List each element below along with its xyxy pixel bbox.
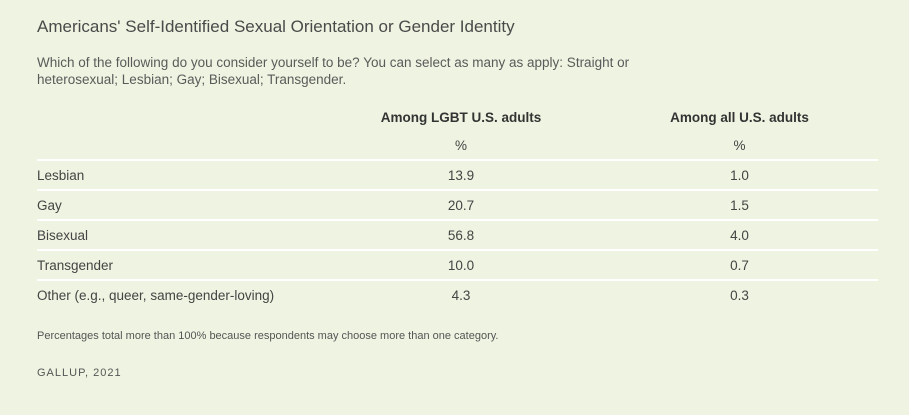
column-header-lgbt-adults: Among LGBT U.S. adults — [380, 109, 542, 125]
table-row: Bisexual 56.8 4.0 — [37, 220, 878, 251]
table-row: Gay 20.7 1.5 — [37, 190, 878, 221]
unit-cell-lgbt-adults: % — [321, 131, 601, 161]
value-all-adults: 4.0 — [601, 220, 878, 251]
row-label: Lesbian — [37, 160, 321, 191]
table-row: Lesbian 13.9 1.0 — [37, 160, 878, 191]
unit-cell-all-adults: % — [601, 131, 878, 161]
value-all-adults: 0.7 — [601, 250, 878, 281]
chart-subtitle: Which of the following do you consider y… — [37, 55, 630, 87]
column-header-all-adults: Among all U.S. adults — [670, 109, 809, 125]
table-row: Other (e.g., queer, same-gender-loving) … — [37, 280, 878, 309]
value-lgbt-adults: 20.7 — [321, 190, 601, 221]
value-all-adults: 1.0 — [601, 160, 878, 191]
table-header-row: Among LGBT U.S. adults Among all U.S. ad… — [37, 103, 878, 131]
unit-cell-label — [37, 131, 321, 161]
row-label: Transgender — [37, 250, 321, 281]
data-table: Among LGBT U.S. adults Among all U.S. ad… — [37, 103, 878, 309]
row-label: Gay — [37, 190, 321, 221]
row-label: Bisexual — [37, 220, 321, 251]
value-lgbt-adults: 4.3 — [451, 287, 471, 303]
column-header-label — [37, 103, 321, 131]
row-label: Other (e.g., queer, same-gender-loving) — [37, 287, 275, 303]
source-credit: GALLUP, 2021 — [37, 367, 122, 379]
table-unit-row: % % — [37, 131, 878, 161]
chart-title: Americans' Self-Identified Sexual Orient… — [37, 17, 515, 36]
value-lgbt-adults: 56.8 — [321, 220, 601, 251]
value-all-adults: 1.5 — [601, 190, 878, 221]
value-lgbt-adults: 13.9 — [321, 160, 601, 191]
footnote: Percentages total more than 100% because… — [37, 330, 499, 342]
table-row: Transgender 10.0 0.7 — [37, 250, 878, 281]
value-all-adults: 0.3 — [730, 287, 749, 303]
value-lgbt-adults: 10.0 — [321, 250, 601, 281]
